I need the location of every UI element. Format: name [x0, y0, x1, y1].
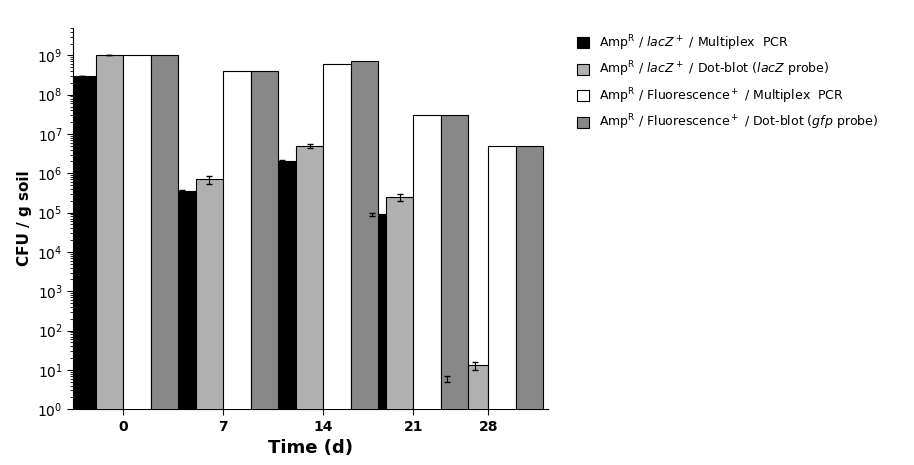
Bar	[151, 55, 178, 465]
Bar	[123, 55, 151, 465]
Bar	[168, 191, 196, 465]
Bar	[324, 64, 351, 465]
Bar	[223, 71, 250, 465]
Bar	[413, 115, 441, 465]
Bar	[433, 379, 461, 465]
Bar	[461, 365, 488, 465]
Bar	[250, 71, 278, 465]
Bar	[515, 146, 544, 465]
Bar	[441, 115, 468, 465]
Bar	[351, 61, 378, 465]
Y-axis label: CFU / g soil: CFU / g soil	[16, 171, 32, 266]
Bar	[196, 179, 223, 465]
Bar	[386, 197, 413, 465]
Bar	[268, 161, 296, 465]
Bar	[69, 76, 96, 465]
Bar	[96, 55, 123, 465]
X-axis label: Time (d): Time (d)	[269, 439, 353, 457]
Bar	[358, 214, 386, 465]
Legend: Amp$^\mathregular{R}$ / $\mathit{lacZ}^+$ / Multiplex  PCR, Amp$^\mathregular{R}: Amp$^\mathregular{R}$ / $\mathit{lacZ}^+…	[573, 29, 882, 136]
Bar	[296, 146, 324, 465]
Bar	[488, 146, 515, 465]
